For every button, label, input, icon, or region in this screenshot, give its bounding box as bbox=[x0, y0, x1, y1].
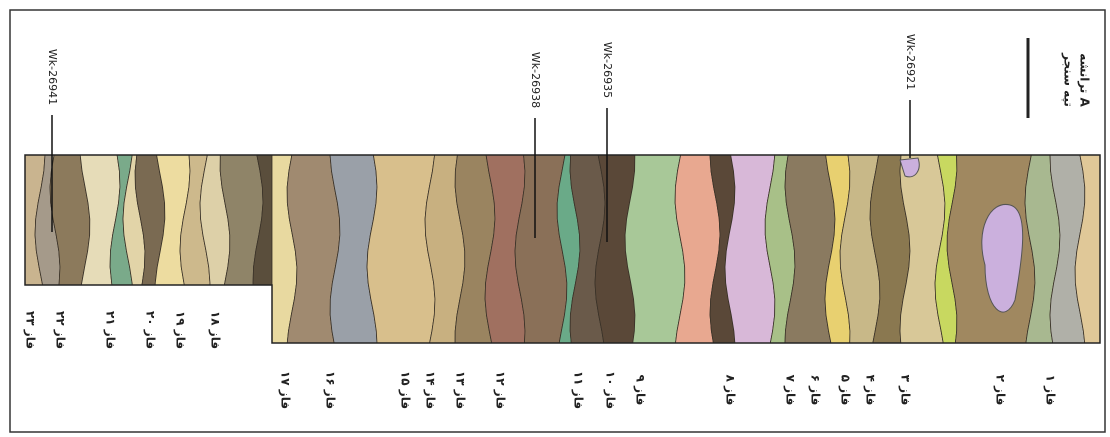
phase-label: فاز ۱۶ bbox=[324, 371, 338, 409]
trench-title: ترانشه A bbox=[1078, 53, 1092, 107]
phase-label: فاز ۲ bbox=[994, 375, 1008, 406]
phase-label: فاز ۵ bbox=[839, 375, 853, 406]
phase-label: فاز ۱۰ bbox=[604, 371, 618, 409]
phase-label: فاز ۷ bbox=[784, 375, 798, 406]
phase-label: فاز ۲۰ bbox=[144, 311, 158, 349]
phase-label: فاز ۱۹ bbox=[174, 311, 188, 349]
phase-label: فاز ۱ bbox=[1044, 375, 1058, 406]
phase-label: فاز ۱۷ bbox=[279, 371, 293, 409]
phase-label: فاز ۹ bbox=[634, 375, 648, 406]
section-drawing: تپه سنجر ترانشه A Wk-26941 Wk-26938 Wk-269… bbox=[0, 0, 1110, 437]
phase-label: فاز ۲۲ bbox=[54, 311, 68, 349]
phase-label: فاز ۳ bbox=[899, 375, 913, 406]
sample-label: Wk-26921 bbox=[904, 34, 917, 90]
phase-label: فاز ۱۳ bbox=[454, 371, 468, 409]
site-title: تپه سنجر bbox=[1062, 52, 1076, 107]
phase-label: فاز ۱۸ bbox=[209, 311, 223, 349]
phase-label: فاز ۱۱ bbox=[572, 371, 586, 409]
phase-label: فاز ۱۵ bbox=[399, 371, 413, 409]
sample-label: Wk-26938 bbox=[529, 52, 542, 108]
sample-label: Wk-26935 bbox=[601, 42, 614, 98]
phase-label: فاز ۲۱ bbox=[104, 311, 118, 349]
phase-label: فاز ۲۳ bbox=[24, 311, 38, 349]
phase-label: فاز ۱۴ bbox=[424, 371, 438, 409]
sample-label: Wk-26941 bbox=[46, 49, 59, 105]
stratum bbox=[367, 155, 435, 343]
phase-label: فاز ۸ bbox=[724, 375, 738, 406]
phase-label: فاز ۴ bbox=[864, 375, 878, 406]
phase-label: فاز ۶ bbox=[809, 375, 823, 406]
phase-label: فاز ۱۲ bbox=[494, 371, 508, 409]
